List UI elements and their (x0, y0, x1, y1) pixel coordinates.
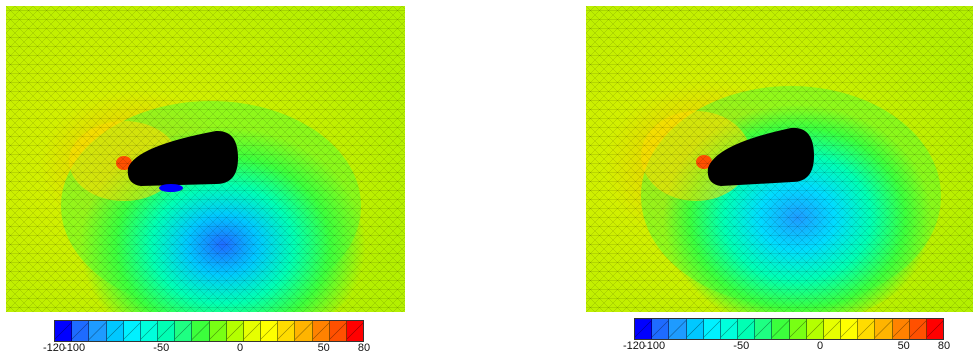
colorbar-tick-label: -100 (63, 342, 86, 354)
colorbar-swatch (278, 321, 296, 341)
colorbar-swatch (841, 319, 859, 339)
colorbar-swatch (295, 321, 313, 341)
colorbar-swatch (669, 319, 687, 339)
right-contour-plot (586, 6, 973, 312)
colorbar-swatch (875, 319, 893, 339)
colorbar-swatch (806, 319, 824, 339)
colorbar-tick-label: 0 (236, 342, 244, 354)
colorbar-swatch (858, 319, 876, 339)
colorbar-swatch (926, 319, 944, 339)
colorbar-swatch (772, 319, 790, 339)
colorbar-swatch (123, 321, 141, 341)
colorbar-tick-label: -50 (733, 340, 750, 352)
colorbar-swatch (140, 321, 159, 341)
colorbar-swatch (192, 321, 210, 341)
colorbar-tick-label: 80 (937, 340, 951, 352)
colorbar-tick-label: -120 (42, 342, 66, 354)
colorbar-swatch (346, 321, 364, 341)
colorbar-swatch (892, 319, 910, 339)
colorbar-swatch (55, 321, 73, 341)
colorbar-swatch (909, 319, 927, 339)
left-colorbar (54, 320, 364, 342)
colorbar-swatch (209, 321, 227, 341)
colorbar-tick-label: 50 (317, 342, 330, 354)
colorbar-swatch (243, 321, 262, 341)
colorbar-swatch (738, 319, 756, 339)
colorbar-swatch (106, 321, 124, 341)
colorbar-tick-label: 50 (897, 340, 910, 352)
colorbar-swatch (72, 321, 90, 341)
colorbar-tick-label: 80 (357, 342, 371, 354)
colorbar-tick-label: -100 (643, 340, 666, 352)
left-colorbar-ticks: -120 -100 -50 0 50 80 (43, 342, 370, 356)
colorbar-swatch (720, 319, 739, 339)
colorbar-swatch (89, 321, 107, 341)
colorbar-swatch (175, 321, 193, 341)
right-colorbar (634, 318, 944, 340)
colorbar-swatch (755, 319, 773, 339)
colorbar-tick-label: 0 (816, 340, 824, 352)
colorbar-swatch (226, 321, 244, 341)
left-contour-plot (6, 6, 405, 312)
colorbar-swatch (703, 319, 721, 339)
colorbar-swatch (823, 319, 842, 339)
colorbar-swatch (261, 321, 279, 341)
colorbar-swatch (789, 319, 807, 339)
colorbar-tick-label: -50 (153, 342, 170, 354)
right-colorbar-ticks: -120 -100 -50 0 50 80 (623, 340, 950, 354)
right-contour-svg (586, 6, 973, 312)
left-contour-svg (6, 6, 405, 312)
colorbar-swatch (312, 321, 330, 341)
colorbar-swatch (158, 321, 176, 341)
colorbar-tick-label: -120 (622, 340, 646, 352)
colorbar-swatch (329, 321, 347, 341)
colorbar-swatch (652, 319, 670, 339)
colorbar-swatch (686, 319, 704, 339)
colorbar-swatch (635, 319, 653, 339)
